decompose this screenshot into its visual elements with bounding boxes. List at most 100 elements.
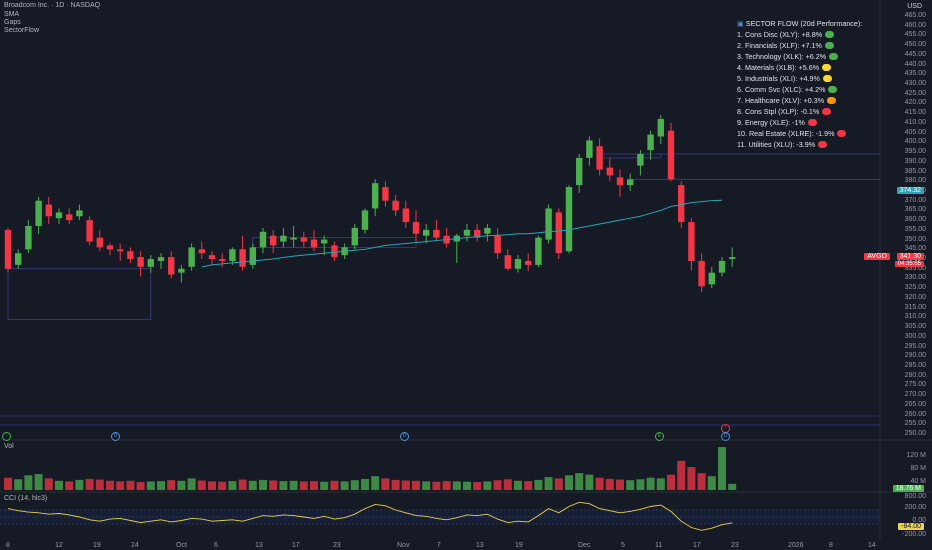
time-tick-label: 14 xyxy=(868,542,876,549)
price-tick-label: 275.00 xyxy=(904,381,926,389)
volume-bar xyxy=(401,480,410,490)
price-tick-label: 310.00 xyxy=(904,313,926,321)
status-dot-icon xyxy=(807,119,817,126)
status-dot-icon xyxy=(828,86,838,93)
sector-flow-item-label: 3. Technology (XLK): +6.2% xyxy=(737,52,827,61)
candle-body xyxy=(708,272,715,285)
volume-bar xyxy=(371,476,380,490)
candle-body xyxy=(147,259,154,267)
volume-bar xyxy=(483,481,492,490)
volume-bar xyxy=(187,478,196,490)
cci-pane-label[interactable]: CCI (14, hlc3) xyxy=(4,495,48,502)
currency-label[interactable]: USD xyxy=(907,3,922,10)
candle-body xyxy=(412,222,420,234)
volume-bar xyxy=(473,482,482,490)
price-tick-label: 325.00 xyxy=(904,284,926,292)
candle-body xyxy=(76,210,83,217)
volume-bar xyxy=(248,480,257,490)
price-tick-label: 280.00 xyxy=(904,371,926,379)
candle-body xyxy=(576,157,583,186)
volume-bar xyxy=(493,480,502,490)
time-tick-label: 2026 xyxy=(788,542,804,549)
candle-body xyxy=(514,259,522,269)
time-tick-label: Nov xyxy=(397,542,410,549)
volume-bar xyxy=(65,481,74,490)
volume-bar xyxy=(116,481,125,490)
indicator-gaps-label[interactable]: Gaps xyxy=(4,19,21,26)
candle-body xyxy=(596,146,603,170)
volume-bar xyxy=(575,473,584,490)
indicator-sectorflow-label[interactable]: SectorFlow xyxy=(4,27,40,34)
volume-bar xyxy=(514,480,522,490)
candle-body xyxy=(637,154,644,166)
price-tick-label: 435.00 xyxy=(904,70,926,78)
candle-body xyxy=(351,227,358,246)
volume-bar xyxy=(697,473,706,490)
volume-bar xyxy=(412,480,420,490)
candle-body xyxy=(249,247,256,265)
price-tick-label: 285.00 xyxy=(904,362,926,370)
volume-bar xyxy=(259,479,267,490)
volume-bar xyxy=(310,481,318,490)
volume-bar xyxy=(44,478,53,490)
time-tick-label: 24 xyxy=(131,542,139,549)
time-tick-label: 13 xyxy=(255,542,263,549)
candle-body xyxy=(127,251,134,260)
candle-body xyxy=(525,260,532,265)
event-marker-icon[interactable]: ↑ xyxy=(2,432,11,441)
status-dot-icon xyxy=(822,75,832,82)
candle-body xyxy=(392,200,399,211)
dividend-marker-icon[interactable]: D xyxy=(400,432,409,441)
price-tick-label: 420.00 xyxy=(904,99,926,107)
price-tick-label: 260.00 xyxy=(904,410,926,418)
sma-line xyxy=(201,199,723,268)
time-tick-label: Dec xyxy=(578,542,591,549)
sector-flow-item: 11. Utilities (XLU): -3.9% xyxy=(737,139,862,150)
candle-body xyxy=(96,237,103,248)
sector-flow-panel: ▣ SECTOR FLOW (20d Performance): 1. Cons… xyxy=(737,18,862,150)
volume-bar xyxy=(646,477,655,490)
sector-flow-item-label: 11. Utilities (XLU): -3.9% xyxy=(737,140,816,149)
sector-flow-item: 10. Real Estate (XLRE): -1.9% xyxy=(737,128,862,139)
symbol-tag: AVGO xyxy=(864,253,890,260)
volume-bar xyxy=(718,447,726,490)
cci-tick: 0.00 xyxy=(912,517,926,524)
volume-bar xyxy=(707,476,716,490)
volume-bar xyxy=(126,480,135,490)
volume-bar xyxy=(106,480,114,490)
volume-pane-label[interactable]: Vol xyxy=(4,443,14,450)
volume-bar xyxy=(350,480,359,490)
candle-body xyxy=(545,208,552,240)
status-dot-icon xyxy=(829,53,839,60)
time-tick-label: 19 xyxy=(515,542,523,549)
volume-bar xyxy=(534,479,543,490)
price-tick-label: 410.00 xyxy=(904,118,926,126)
volume-bar xyxy=(85,478,94,490)
dividend-marker-icon[interactable]: D xyxy=(111,432,120,441)
price-tick-label: 250.00 xyxy=(904,430,926,438)
price-tick-label: 395.00 xyxy=(904,148,926,156)
cci-value-tag: -84.00 xyxy=(898,523,924,530)
volume-bar xyxy=(463,481,471,490)
earnings-marker-icon[interactable]: E xyxy=(655,432,664,441)
volume-tick: 40 M xyxy=(910,478,926,485)
dividend-marker-icon[interactable]: D xyxy=(721,432,730,441)
status-dot-icon xyxy=(827,97,837,104)
candle-body xyxy=(667,130,675,180)
candle-body xyxy=(259,231,267,248)
price-tick-label: 405.00 xyxy=(904,128,926,136)
volume-bar xyxy=(4,477,12,490)
candle-body xyxy=(484,227,491,234)
sector-flow-item-label: 8. Cons Stpl (XLP): -0.1% xyxy=(737,107,820,116)
symbol-title[interactable]: Broadcom Inc. · 1D · NASDAQ xyxy=(4,2,101,9)
candle-body xyxy=(535,237,542,265)
indicator-sma-label[interactable]: SMA xyxy=(4,11,20,18)
volume-bar xyxy=(391,479,400,490)
candle-body xyxy=(188,247,195,267)
cci-tick: 200.00 xyxy=(904,504,926,511)
volume-tick: 120 M xyxy=(906,452,926,459)
candle-body xyxy=(168,257,175,275)
